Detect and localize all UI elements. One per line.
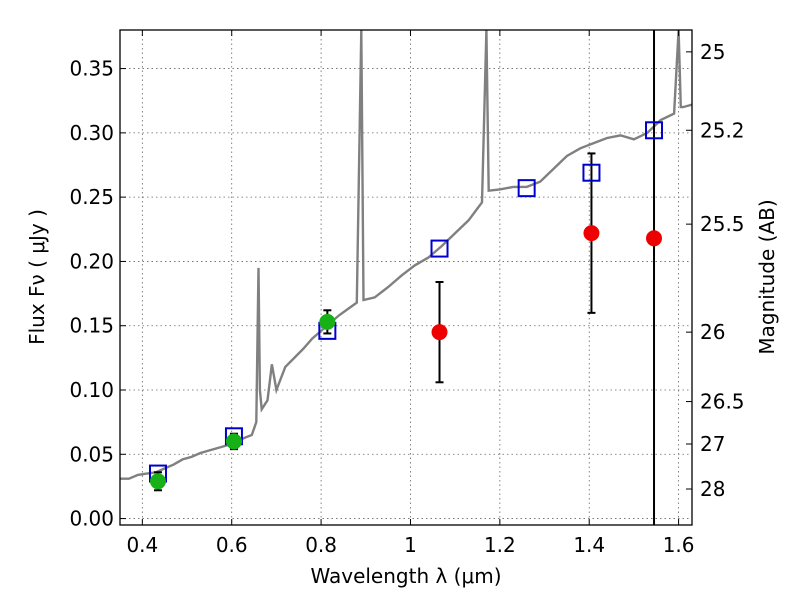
upper-limit-point xyxy=(431,324,448,341)
x-axis-title: Wavelength λ (μm) xyxy=(310,564,501,588)
model-flux-square xyxy=(517,179,536,198)
y-tick-label: 0.05 xyxy=(69,442,114,466)
y-tick-label: 0.30 xyxy=(69,121,114,145)
y-tick-label: 0.10 xyxy=(69,378,114,402)
right-tick-label: 27 xyxy=(700,432,725,456)
right-tick-label: 25.5 xyxy=(700,212,745,236)
grid-lines xyxy=(120,30,692,525)
upper-limit-point xyxy=(583,225,600,242)
x-tick-label: 0.8 xyxy=(305,533,337,557)
y-tick-label: 0.00 xyxy=(69,507,114,531)
model-flux-square xyxy=(582,163,601,182)
model-spectrum-line xyxy=(120,30,692,480)
x-tick-label: 0.6 xyxy=(216,533,248,557)
detection-point xyxy=(149,473,166,490)
detection-point xyxy=(319,313,336,330)
axes-frame xyxy=(119,29,693,526)
y-tick-label: 0.20 xyxy=(69,249,114,273)
y-tick-label: 0.15 xyxy=(69,314,114,338)
x-tick-label: 1.6 xyxy=(663,533,695,557)
right-tick-label: 26.5 xyxy=(700,390,745,414)
right-tick-label: 25.2 xyxy=(700,118,745,142)
y-tick-label: 0.35 xyxy=(69,57,114,81)
right-tick-label: 25 xyxy=(700,40,725,64)
detection-point xyxy=(225,433,242,450)
y-axis-title: Flux Fν ( μJy ) xyxy=(25,209,49,345)
upper-limit-point xyxy=(646,230,663,247)
model-flux-square xyxy=(430,239,449,258)
x-tick-label: 0.4 xyxy=(126,533,158,557)
right-tick-label: 26 xyxy=(700,320,725,344)
x-tick-label: 1.4 xyxy=(573,533,605,557)
axis-ticks: 0.4 0.6 0.8 1 1.2 1.4 1.6 0.00 0.05 0.10 0.15 0.20 0… xyxy=(69,30,745,557)
plot-area xyxy=(120,30,692,525)
x-tick-label: 1.2 xyxy=(484,533,516,557)
right-axis-title: Magnitude (AB) xyxy=(755,199,779,354)
x-tick-label: 1 xyxy=(404,533,417,557)
y-tick-label: 0.25 xyxy=(69,185,114,209)
model-flux-square xyxy=(645,121,664,140)
right-tick-label: 28 xyxy=(700,477,725,501)
